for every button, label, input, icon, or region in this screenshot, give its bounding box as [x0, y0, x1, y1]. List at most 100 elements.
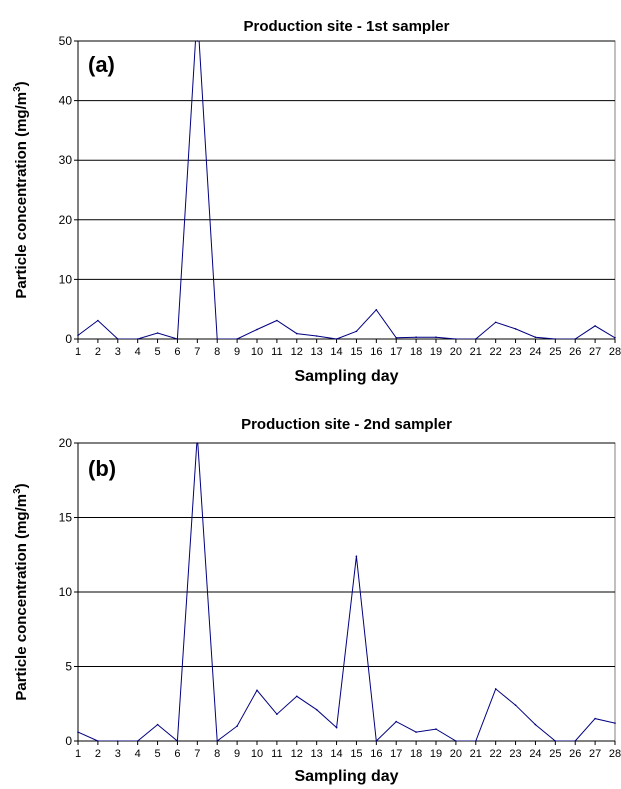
x-tick-label: 2	[95, 346, 101, 358]
x-tick-label: 24	[529, 346, 541, 358]
data-point	[614, 722, 616, 724]
x-tick-label: 18	[410, 748, 422, 760]
data-point	[415, 731, 417, 733]
y-tick-label: 50	[59, 34, 73, 48]
data-point	[296, 695, 298, 698]
x-tick-label: 14	[330, 748, 342, 760]
data-point	[594, 325, 596, 327]
x-tick-label: 15	[350, 748, 362, 760]
data-point	[117, 740, 119, 742]
data-point	[117, 338, 119, 340]
y-tick-label: 0	[65, 734, 72, 748]
x-tick-label: 4	[135, 346, 141, 358]
y-tick-label: 20	[59, 213, 73, 227]
x-tick-label: 22	[490, 748, 502, 760]
data-point	[156, 723, 159, 726]
data-point	[435, 728, 437, 730]
series-line	[78, 443, 615, 741]
y-axis-label-superscript: 3	[12, 488, 23, 494]
x-tick-label: 21	[470, 748, 482, 760]
panel-label: (a)	[88, 52, 115, 77]
data-point	[395, 720, 398, 723]
data-point	[355, 555, 358, 557]
y-tick-label: 10	[59, 272, 73, 286]
data-point	[375, 740, 378, 742]
x-tick-label: 8	[214, 346, 220, 358]
data-point	[276, 319, 278, 322]
data-point	[196, 442, 199, 444]
x-tick-label: 9	[234, 748, 240, 760]
data-point	[514, 328, 517, 330]
data-point	[335, 726, 338, 729]
data-point	[136, 740, 139, 742]
data-point	[455, 740, 457, 742]
x-tick-label: 23	[509, 346, 521, 358]
x-tick-label: 25	[549, 748, 561, 760]
x-tick-label: 17	[390, 346, 402, 358]
data-point	[236, 338, 238, 340]
data-point	[77, 334, 79, 337]
y-tick-label: 0	[65, 332, 72, 346]
data-point	[494, 321, 497, 324]
y-tick-label: 10	[59, 585, 73, 599]
x-tick-label: 8	[214, 748, 220, 760]
data-point	[296, 332, 298, 335]
x-tick-label: 13	[311, 748, 323, 760]
y-axis-label-superscript: 3	[12, 86, 23, 92]
data-point	[136, 338, 139, 340]
data-point	[475, 740, 477, 742]
x-tick-label: 26	[569, 346, 581, 358]
data-point	[216, 338, 218, 340]
data-point	[256, 689, 258, 692]
x-tick-label: 28	[609, 346, 621, 358]
y-axis-label-main: Particle concentration (mg/m	[13, 494, 30, 701]
data-point	[276, 713, 278, 715]
data-point	[375, 309, 378, 311]
x-tick-label: 16	[370, 346, 382, 358]
x-tick-label: 12	[291, 346, 303, 358]
y-tick-label: 20	[59, 436, 73, 450]
data-point	[315, 708, 318, 711]
x-tick-label: 2	[95, 748, 101, 760]
data-point	[574, 740, 576, 742]
panel-label: (b)	[88, 456, 116, 481]
x-tick-label: 6	[174, 346, 180, 358]
x-tick-label: 24	[529, 748, 541, 760]
data-point	[435, 336, 437, 339]
data-point	[534, 336, 537, 339]
x-tick-label: 28	[609, 748, 621, 760]
x-tick-label: 27	[589, 748, 601, 760]
x-tick-label: 17	[390, 748, 402, 760]
data-point	[236, 725, 238, 727]
x-tick-label: 19	[430, 346, 442, 358]
x-tick-label: 19	[430, 748, 442, 760]
x-tick-label: 3	[115, 748, 121, 760]
x-axis-label: Sampling day	[294, 368, 398, 385]
x-tick-label: 15	[350, 346, 362, 358]
data-point	[176, 740, 179, 742]
x-tick-label: 23	[509, 748, 521, 760]
y-axis-label-end: )	[13, 483, 30, 488]
x-tick-label: 11	[271, 346, 282, 358]
data-point	[335, 338, 338, 340]
x-tick-label: 27	[589, 346, 601, 358]
y-tick-label: 15	[59, 511, 73, 525]
chart-title: Production site - 1st sampler	[244, 18, 450, 35]
x-tick-label: 9	[234, 346, 240, 358]
x-tick-label: 1	[75, 748, 81, 760]
y-axis-label: Particle concentration (mg/m3)	[12, 483, 30, 700]
y-axis-label: Particle concentration (mg/m3)	[12, 81, 30, 298]
x-tick-label: 13	[311, 346, 323, 358]
x-tick-label: 10	[251, 748, 263, 760]
chart-title: Production site - 2nd sampler	[241, 416, 452, 433]
x-tick-label: 5	[154, 346, 160, 358]
data-point	[514, 704, 517, 706]
y-axis-label-end: )	[13, 81, 30, 86]
data-point	[216, 740, 218, 742]
x-tick-label: 12	[291, 748, 303, 760]
series-line	[78, 41, 615, 339]
y-tick-label: 5	[65, 660, 72, 674]
x-tick-label: 3	[115, 346, 121, 358]
